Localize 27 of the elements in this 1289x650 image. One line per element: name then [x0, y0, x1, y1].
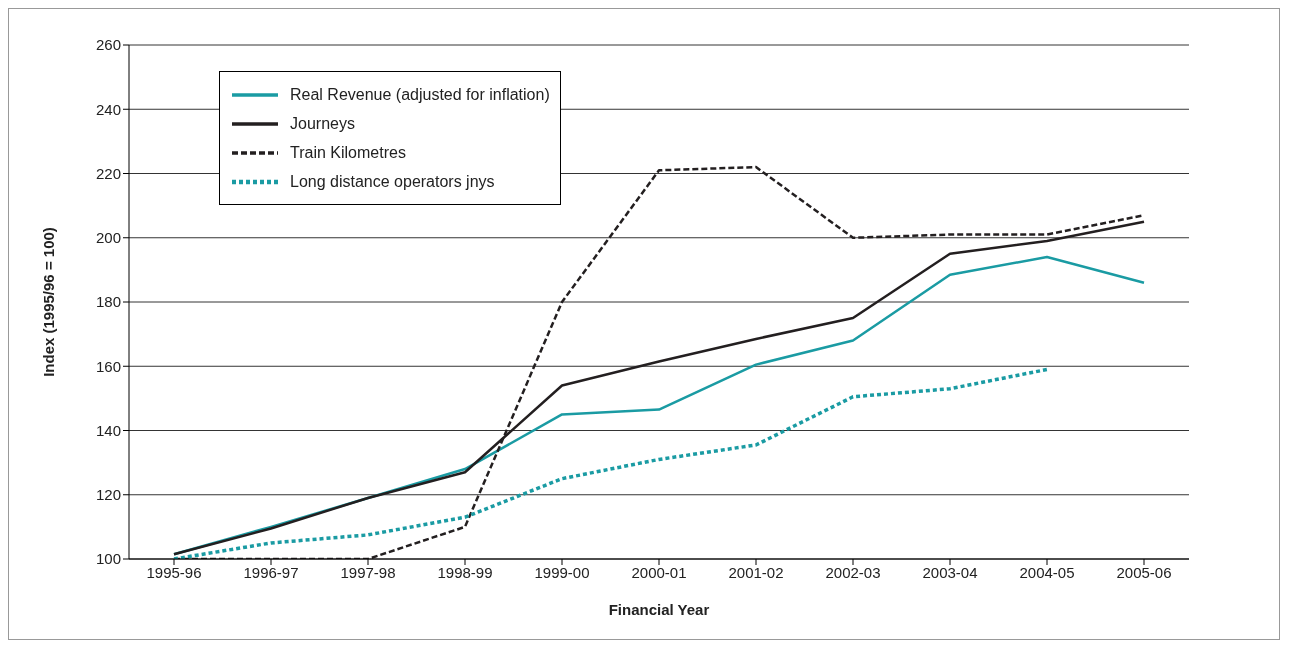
y-tick-label: 100 [95, 550, 121, 568]
x-tick-label: 1995-96 [146, 563, 202, 581]
y-tick-label: 260 [95, 36, 121, 54]
x-tick-label: 1997-98 [340, 563, 396, 581]
y-tick-label: 220 [95, 164, 121, 182]
legend-label: Journeys [290, 114, 355, 133]
y-tick-label: 140 [95, 421, 121, 439]
y-tick-label: 160 [95, 357, 121, 375]
x-tick-label: 2003-04 [922, 563, 978, 581]
y-tick-label: 180 [95, 293, 121, 311]
y-tick-label: 200 [95, 229, 121, 247]
legend-label: Long distance operators jnys [290, 172, 495, 191]
y-axis-title: Index (1995/96 = 100) [40, 227, 58, 377]
x-axis-title: Financial Year [608, 601, 710, 618]
y-tick-label: 240 [95, 100, 121, 118]
x-tick-label: 2002-03 [825, 563, 881, 581]
legend-label: Real Revenue (adjusted for inflation) [290, 85, 550, 104]
x-tick-label: 1998-99 [437, 563, 493, 581]
x-tick-label: 2004-05 [1019, 563, 1075, 581]
x-tick-label: 2000-01 [631, 563, 687, 581]
legend-label: Train Kilometres [290, 143, 406, 162]
x-tick-label: 2005-06 [1116, 563, 1172, 581]
line-series [172, 367, 1049, 559]
x-tick-label: 2001-02 [728, 563, 784, 581]
x-tick-label: 1996-97 [243, 563, 299, 581]
y-tick-label: 120 [95, 486, 121, 504]
x-tick-label: 1999-00 [534, 563, 590, 581]
